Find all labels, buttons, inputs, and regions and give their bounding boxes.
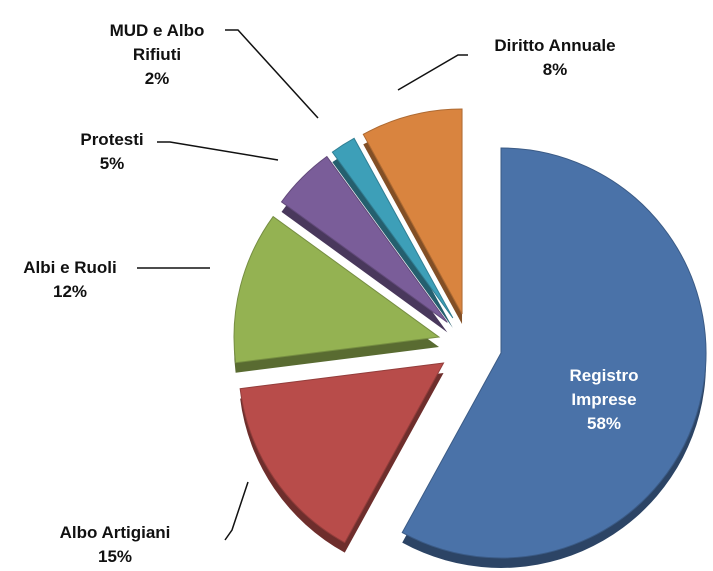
slice-label: Diritto Annuale 8%: [494, 34, 615, 82]
slice: [239, 362, 445, 544]
slice: [362, 108, 463, 315]
leader-line: [224, 481, 249, 541]
value-label: 2%: [144, 69, 170, 88]
slices: [233, 108, 707, 568]
leader-lines: [137, 29, 468, 541]
slice-label: Albo Artigiani 15%: [60, 521, 171, 569]
slice: [280, 155, 448, 323]
category-label: Diritto Annuale: [494, 36, 616, 55]
slice: [233, 215, 441, 364]
leader-line: [397, 54, 468, 91]
value-label: 15%: [97, 547, 133, 566]
leader-line: [225, 29, 319, 119]
slice-label: Registro Imprese 58%: [550, 364, 659, 436]
category-label: MUD e Albo Rifiuti: [109, 21, 205, 64]
slice-label: MUD e Albo Rifiuti 2%: [92, 19, 222, 91]
category-label: Albo Artigiani: [59, 523, 171, 542]
slice-label: Albi e Ruoli 12%: [23, 256, 117, 304]
leader-line: [157, 141, 279, 161]
category-label: Albi e Ruoli: [23, 258, 117, 277]
category-label: Registro Imprese: [569, 366, 639, 409]
slice: [401, 147, 707, 559]
category-label: Protesti: [80, 130, 144, 149]
slice-label: Protesti 5%: [80, 128, 143, 176]
value-label: 12%: [52, 282, 88, 301]
slice: [331, 137, 454, 319]
value-label: 8%: [542, 60, 568, 79]
value-label: 5%: [99, 154, 125, 173]
value-label: 58%: [586, 414, 622, 433]
